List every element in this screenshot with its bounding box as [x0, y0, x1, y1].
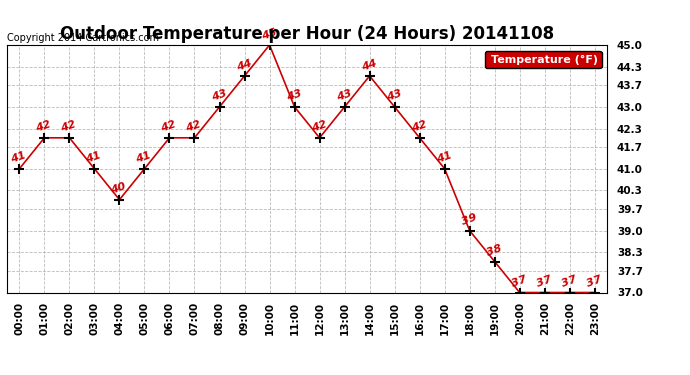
Text: 41: 41	[435, 150, 453, 165]
Text: 41: 41	[135, 150, 152, 165]
Text: 43: 43	[285, 88, 303, 104]
Text: 43: 43	[210, 88, 228, 104]
Text: 42: 42	[160, 120, 178, 134]
Text: 37: 37	[535, 274, 553, 289]
Text: 41: 41	[85, 150, 103, 165]
Text: 42: 42	[34, 120, 52, 134]
Text: 40: 40	[110, 182, 128, 196]
Text: 37: 37	[560, 274, 578, 289]
Text: 38: 38	[485, 243, 503, 258]
Text: 42: 42	[310, 120, 328, 134]
Text: 42: 42	[410, 120, 428, 134]
Text: 42: 42	[60, 120, 78, 134]
Text: 42: 42	[185, 120, 203, 134]
Text: 45: 45	[260, 27, 278, 42]
Text: Copyright 2014 Cartronics.com: Copyright 2014 Cartronics.com	[7, 33, 159, 42]
Title: Outdoor Temperature per Hour (24 Hours) 20141108: Outdoor Temperature per Hour (24 Hours) …	[60, 26, 554, 44]
Text: 44: 44	[360, 58, 378, 72]
Text: 39: 39	[460, 212, 478, 227]
Text: 43: 43	[385, 88, 403, 104]
Legend: Temperature (°F): Temperature (°F)	[484, 51, 602, 68]
Text: 37: 37	[585, 274, 603, 289]
Text: 43: 43	[335, 88, 353, 104]
Text: 44: 44	[235, 58, 253, 72]
Text: 41: 41	[10, 150, 28, 165]
Text: 37: 37	[510, 274, 528, 289]
